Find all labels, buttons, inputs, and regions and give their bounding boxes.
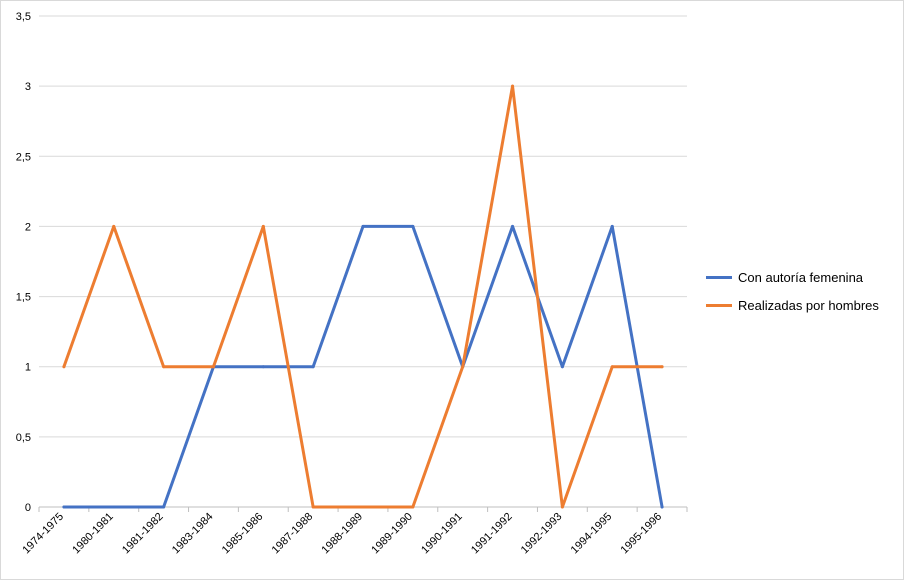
data-point-series-2 [560, 505, 564, 509]
x-tick-label: 1990-1991 [419, 511, 465, 557]
x-tick-label: 1995-1996 [619, 511, 665, 557]
data-point-series-1 [261, 365, 265, 369]
x-tick-label: 1983-1984 [170, 511, 216, 557]
legend-swatch-series-1 [706, 275, 732, 279]
data-point-series-1 [62, 505, 66, 509]
x-tick-label: 1981-1982 [120, 511, 166, 557]
legend-item-series-2: Realizadas por hombres [706, 294, 879, 316]
data-point-series-2 [112, 224, 116, 228]
data-point-series-2 [311, 505, 315, 509]
y-tick-label: 2,5 [16, 151, 31, 163]
x-tick-label: 1994-1995 [569, 511, 615, 557]
y-tick-label: 0 [25, 502, 31, 514]
x-tick-label: 1985-1986 [220, 511, 266, 557]
data-point-series-1 [511, 224, 515, 228]
x-tick-label: 1987-1988 [270, 511, 316, 557]
legend-swatch-series-2 [706, 303, 732, 307]
data-point-series-2 [162, 365, 166, 369]
x-tick-label: 1992-1993 [519, 511, 565, 557]
data-point-series-2 [62, 365, 66, 369]
data-point-series-2 [511, 84, 515, 88]
y-tick-label: 0,5 [16, 432, 31, 444]
legend-item-series-1: Con autoría femenina [706, 266, 879, 288]
data-point-series-2 [211, 365, 215, 369]
data-point-series-2 [660, 365, 664, 369]
data-point-series-1 [361, 224, 365, 228]
data-point-series-1 [660, 505, 664, 509]
y-tick-label: 3 [25, 81, 31, 93]
data-point-series-1 [162, 505, 166, 509]
y-tick-label: 2 [25, 221, 31, 233]
y-tick-label: 3,5 [16, 11, 31, 23]
y-tick-label: 1,5 [16, 292, 31, 304]
data-point-series-2 [461, 365, 465, 369]
legend-label-series-2: Realizadas por hombres [738, 297, 879, 313]
x-tick-label: 1991-1992 [469, 511, 515, 557]
data-point-series-2 [411, 505, 415, 509]
x-tick-label: 1988-1989 [319, 511, 365, 557]
data-point-series-2 [361, 505, 365, 509]
legend: Con autoría femenina Realizadas por homb… [706, 266, 879, 322]
data-point-series-2 [261, 224, 265, 228]
legend-label-series-1: Con autoría femenina [738, 269, 864, 285]
x-tick-label: 1980-1981 [70, 511, 116, 557]
data-point-series-1 [311, 365, 315, 369]
data-point-series-1 [610, 224, 614, 228]
data-point-series-2 [610, 365, 614, 369]
x-tick-label: 1989-1990 [369, 511, 415, 557]
data-point-series-1 [411, 224, 415, 228]
data-point-series-1 [112, 505, 116, 509]
data-point-series-1 [560, 365, 564, 369]
x-tick-label: 1974-1975 [20, 511, 66, 557]
y-tick-label: 1 [25, 362, 31, 374]
